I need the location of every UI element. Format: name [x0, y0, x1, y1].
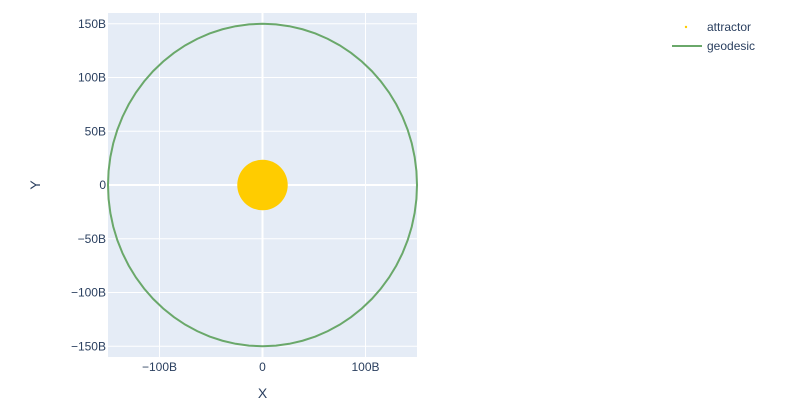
- y-tick-label: 0: [99, 178, 106, 192]
- attractor-marker: [237, 159, 288, 211]
- x-tick-label: 100B: [351, 360, 379, 374]
- geodesic-line: [106, 22, 418, 348]
- x-tick-label: −100B: [142, 360, 177, 374]
- y-tick-label: −50B: [78, 232, 106, 246]
- legend-item-attractor[interactable]: attractor: [684, 20, 751, 34]
- series-layer: [106, 22, 418, 348]
- y-tick-label: 100B: [78, 71, 106, 85]
- legend-label: attractor: [707, 20, 751, 34]
- y-axis-title: Y: [27, 180, 43, 190]
- legend-marker-icon: [684, 25, 688, 29]
- legend-label: geodesic: [707, 39, 755, 53]
- y-tick-label: 50B: [85, 124, 106, 138]
- x-tick-label: 0: [259, 360, 266, 374]
- x-axis-title: X: [258, 385, 268, 401]
- x-axis-ticks: −100B 0 100B: [142, 360, 380, 374]
- legend-item-geodesic[interactable]: geodesic: [672, 39, 755, 53]
- y-tick-label: −150B: [71, 339, 106, 353]
- y-axis-ticks: 150B 100B 50B 0 −50B −100B −150B: [71, 17, 106, 354]
- legend[interactable]: attractor geodesic: [672, 20, 755, 53]
- y-tick-label: −100B: [71, 286, 106, 300]
- y-tick-label: 150B: [78, 17, 106, 31]
